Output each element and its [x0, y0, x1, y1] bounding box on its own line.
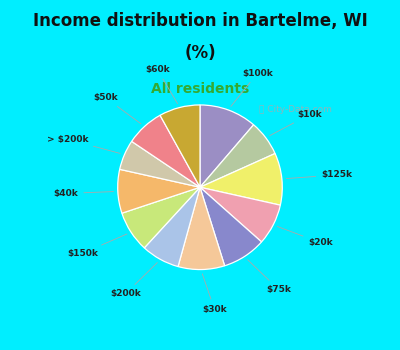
- Text: (%): (%): [184, 43, 216, 62]
- Wedge shape: [132, 115, 200, 187]
- Text: $40k: $40k: [54, 189, 113, 198]
- Text: > $200k: > $200k: [46, 135, 120, 153]
- Wedge shape: [160, 105, 200, 187]
- Text: $50k: $50k: [93, 93, 141, 124]
- Text: $10k: $10k: [270, 110, 322, 136]
- Wedge shape: [200, 187, 262, 266]
- Text: All residents: All residents: [151, 82, 249, 96]
- Text: $200k: $200k: [110, 262, 157, 298]
- Wedge shape: [122, 187, 200, 248]
- Text: $30k: $30k: [202, 274, 227, 314]
- Wedge shape: [200, 154, 282, 205]
- Text: $60k: $60k: [145, 65, 178, 104]
- Text: $125k: $125k: [286, 170, 352, 180]
- Text: $100k: $100k: [231, 69, 273, 106]
- Text: $75k: $75k: [248, 260, 291, 294]
- Text: $20k: $20k: [277, 226, 333, 247]
- Wedge shape: [118, 169, 200, 213]
- Wedge shape: [120, 141, 200, 187]
- Text: Income distribution in Bartelme, WI: Income distribution in Bartelme, WI: [33, 12, 367, 30]
- Wedge shape: [144, 187, 200, 267]
- Wedge shape: [200, 105, 254, 187]
- Text: ⓘ City-Data.com: ⓘ City-Data.com: [259, 105, 332, 114]
- Text: $150k: $150k: [67, 234, 127, 258]
- Wedge shape: [178, 187, 225, 270]
- Wedge shape: [200, 125, 275, 187]
- Wedge shape: [200, 187, 280, 242]
